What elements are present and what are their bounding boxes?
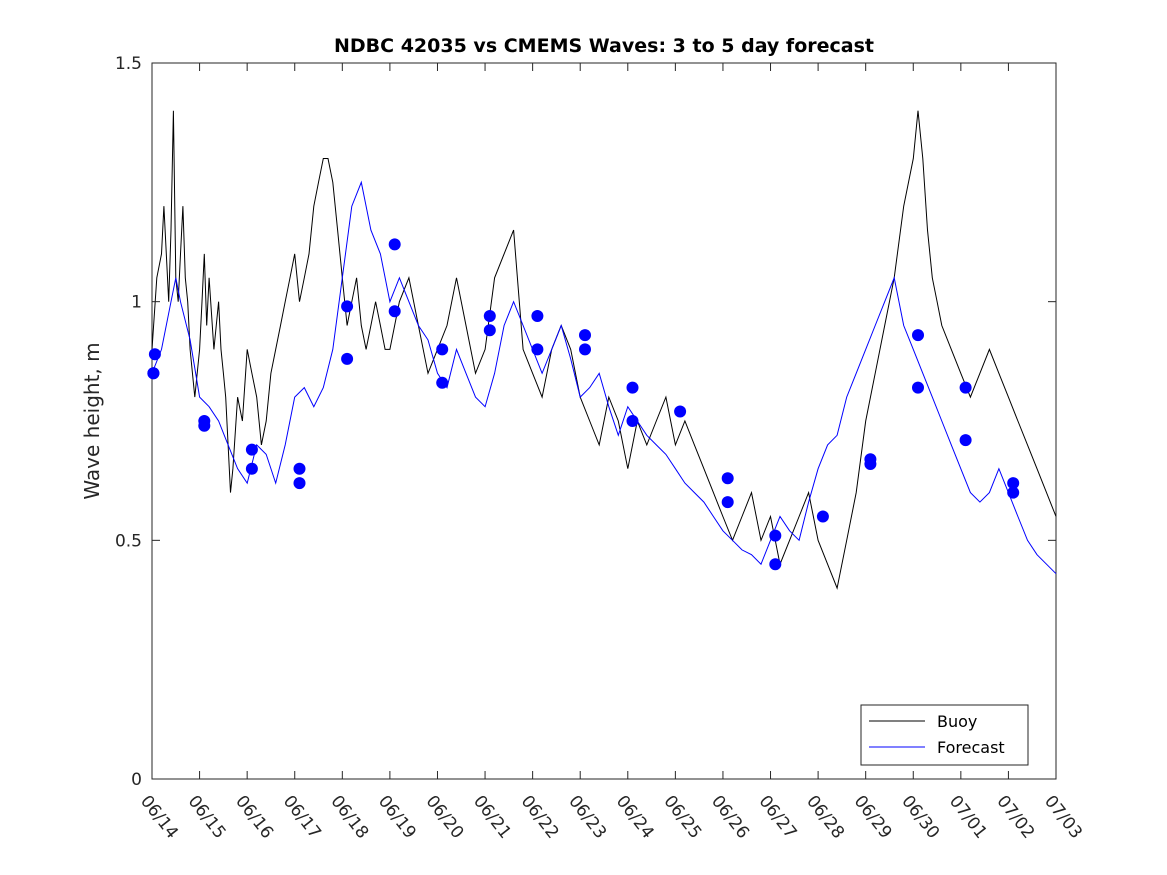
- forecast-point: [148, 348, 161, 361]
- x-tick-label: 06/22: [517, 792, 563, 843]
- forecast-point: [293, 477, 306, 490]
- forecast-point: [769, 558, 782, 571]
- forecast-point: [245, 443, 258, 456]
- forecast-point: [626, 415, 639, 427]
- x-tick-label: 06/28: [802, 792, 848, 843]
- chart-title: NDBC 42035 vs CMEMS Waves: 3 to 5 day fo…: [334, 35, 874, 57]
- x-tick-label: 06/29: [850, 792, 896, 843]
- forecast-point: [341, 300, 354, 313]
- legend-box: [860, 704, 1029, 766]
- forecast-point: [436, 343, 449, 356]
- forecast-point: [293, 462, 306, 475]
- x-tick-label: 06/16: [231, 792, 277, 843]
- forecast-point: [245, 462, 258, 475]
- y-tick-label: 1.5: [115, 54, 142, 74]
- forecast-point: [674, 405, 687, 418]
- series-forecast-line: [151, 180, 1057, 575]
- legend-label-forecast: Forecast: [937, 738, 1005, 757]
- x-tick-label: 06/25: [659, 792, 705, 843]
- forecast-point: [912, 381, 924, 394]
- x-tick-label: 06/27: [755, 792, 801, 843]
- x-tick-label: 06/30: [897, 792, 943, 843]
- forecast-point: [959, 381, 972, 394]
- forecast-point: [864, 458, 877, 470]
- forecast-point: [626, 381, 639, 394]
- forecast-point: [531, 343, 544, 356]
- forecast-point: [483, 310, 496, 322]
- legend-label-buoy: Buoy: [937, 712, 977, 731]
- legend: Buoy Forecast: [860, 704, 1029, 766]
- forecast-point: [721, 496, 734, 509]
- axes-frame: [151, 62, 1057, 780]
- plot-area: [147, 62, 1057, 780]
- y-axis: 0 0.5 1 1.5: [115, 54, 1056, 790]
- x-tick-label: 06/15: [184, 792, 230, 843]
- forecast-point: [388, 238, 401, 251]
- forecast-point: [1007, 477, 1020, 490]
- forecast-point: [579, 329, 591, 342]
- forecast-point: [436, 376, 449, 389]
- forecast-point: [341, 352, 354, 365]
- x-tick-label: 06/17: [279, 792, 325, 843]
- forecast-point: [198, 419, 211, 432]
- forecast-point: [769, 529, 782, 542]
- series-buoy-line: [151, 110, 1057, 590]
- forecast-point: [1007, 486, 1020, 499]
- x-tick-label: 06/24: [612, 792, 658, 843]
- x-tick-label: 07/03: [1040, 792, 1086, 843]
- x-tick-label: 07/02: [992, 792, 1038, 843]
- forecast-point: [388, 305, 401, 318]
- forecast-point: [483, 324, 496, 337]
- x-tick-label: 06/21: [469, 792, 515, 843]
- x-tick-label: 06/20: [422, 792, 468, 843]
- forecast-point: [959, 434, 972, 447]
- x-tick-label: 06/23: [564, 792, 610, 843]
- forecast-point: [816, 510, 829, 523]
- forecast-point: [721, 472, 734, 485]
- forecast-point: [579, 343, 591, 356]
- forecast-point: [912, 329, 924, 342]
- forecast-point: [147, 367, 160, 380]
- x-tick-label: 06/14: [136, 792, 182, 843]
- forecast-point: [531, 310, 544, 322]
- x-tick-label: 06/18: [326, 792, 372, 843]
- y-axis-label: Wave height, m: [80, 342, 104, 499]
- x-tick-label: 06/26: [707, 792, 753, 843]
- y-tick-label: 0: [131, 770, 142, 790]
- x-tick-label: 07/01: [945, 792, 991, 843]
- y-tick-label: 1: [131, 293, 142, 313]
- x-tick-label: 06/19: [374, 792, 420, 843]
- y-tick-label: 0.5: [115, 531, 142, 551]
